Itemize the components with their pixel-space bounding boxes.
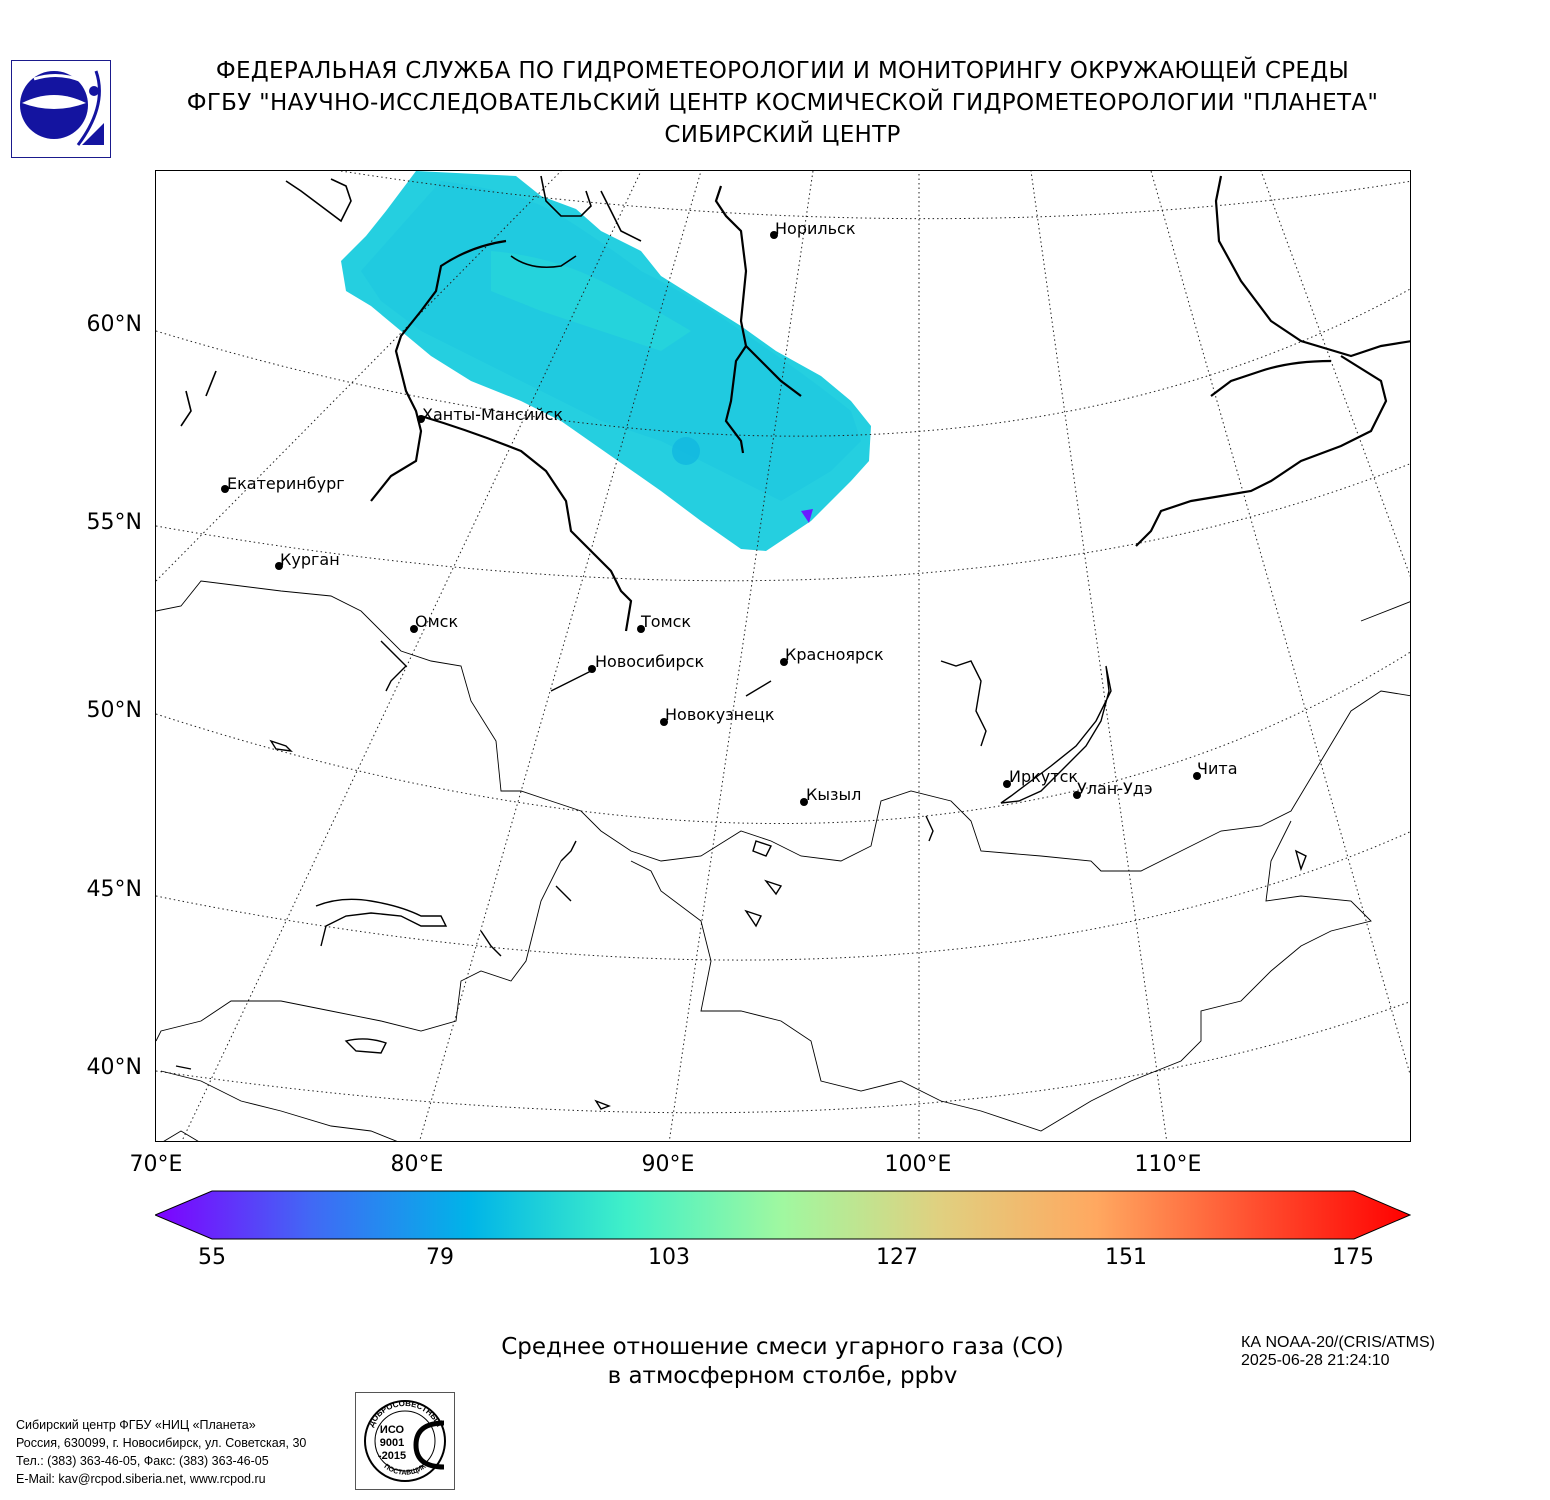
city-dot [221, 485, 229, 493]
lat-label-60: 60°N [86, 312, 142, 337]
lat-label-45: 45°N [86, 877, 142, 902]
city-dot [1193, 772, 1201, 780]
lon-label-90: 90°E [641, 1152, 695, 1177]
city-label-irkutsk: Иркутск [1009, 767, 1079, 786]
lon-label-70: 70°E [129, 1152, 183, 1177]
caption-line-1: Среднее отношение смеси угарного газа (C… [501, 1334, 1064, 1360]
lon-label-80: 80°E [390, 1152, 444, 1177]
city-label-kyzyl: Кызыл [806, 785, 862, 804]
caption-line-2: в атмосферном столбе, ppbv [607, 1363, 958, 1389]
colorbar-tick-127: 127 [876, 1245, 918, 1270]
footer-contacts: Сибирский центр ФГБУ «НИЦ «Планета» Росс… [16, 1416, 306, 1488]
city-dot [770, 231, 778, 239]
city-label-ulan-ude: Улан-Удэ [1077, 779, 1153, 798]
map-panel [155, 170, 1411, 1142]
iso-number: 9001 [380, 1437, 404, 1449]
colorbar-tick-151: 151 [1105, 1245, 1147, 1270]
city-label-krasnoyarsk: Красноярск [785, 645, 884, 664]
city-label-novosibirsk: Новосибирск [595, 652, 705, 671]
city-dot [417, 415, 425, 423]
satellite-info: КА NOAA-20/(CRIS/ATMS) 2025-06-28 21:24:… [1241, 1334, 1435, 1370]
city-dot [660, 718, 668, 726]
iso-bottom-text: ПОСТАВЩИК [383, 1463, 428, 1477]
city-dot [780, 658, 788, 666]
colorbar-tick-55: 55 [198, 1245, 226, 1270]
lon-label-110: 110°E [1134, 1152, 1202, 1177]
header-center: СИБИРСКИЙ ЦЕНТР [664, 122, 901, 148]
city-label-omsk: Омск [415, 612, 459, 631]
city-label-khanty-mansiysk: Ханты-Мансийск [422, 405, 564, 424]
header-agency: ФЕДЕРАЛЬНАЯ СЛУЖБА ПО ГИДРОМЕТЕОРОЛОГИИ … [215, 58, 1350, 84]
city-dot [1073, 791, 1081, 799]
colorbar-tick-79: 79 [426, 1245, 454, 1270]
city-dot [800, 798, 808, 806]
city-dot [588, 665, 596, 673]
city-label-novokuznetsk: Новокузнецк [665, 705, 775, 724]
planeta-logo [11, 60, 111, 158]
lat-label-55: 55°N [86, 510, 142, 535]
svg-text:ПОСТАВЩИК: ПОСТАВЩИК [383, 1463, 428, 1477]
footer-address: Россия, 630099, г. Новосибирск, ул. Сове… [16, 1436, 307, 1450]
city-label-kurgan: Курган [280, 550, 340, 569]
city-dot [1003, 780, 1011, 788]
city-label-yekaterinburg: Екатеринбург [227, 474, 345, 493]
lon-label-100: 100°E [884, 1152, 952, 1177]
map-caption: Среднее отношение смеси угарного газа (C… [330, 1333, 1235, 1391]
city-dot [410, 625, 418, 633]
colorbar [153, 1190, 1412, 1240]
lat-label-50: 50°N [86, 698, 142, 723]
colorbar-tick-103: 103 [648, 1245, 690, 1270]
iso-label: ИСО [380, 1424, 405, 1436]
city-label-chita: Чита [1197, 759, 1238, 778]
colorbar-tick-175: 175 [1332, 1245, 1374, 1270]
city-label-tomsk: Томск [641, 612, 692, 631]
footer-org: Сибирский центр ФГБУ «НИЦ «Планета» [16, 1418, 256, 1432]
map-canvas [156, 171, 1410, 1141]
city-dot [275, 562, 283, 570]
satellite-datetime: 2025-06-28 21:24:10 [1241, 1352, 1390, 1369]
footer-email: E-Mail: kav@rcpod.siberia.net, www.rcpod… [16, 1472, 266, 1486]
footer-phone: Тел.: (383) 363-46-05, Факс: (383) 363-4… [16, 1454, 269, 1468]
satellite-name: КА NOAA-20/(CRIS/ATMS) [1241, 1334, 1435, 1351]
header-institute: ФГБУ "НАУЧНО-ИССЛЕДОВАТЕЛЬСКИЙ ЦЕНТР КОС… [186, 90, 1379, 116]
iso-9001-badge: ДОБРОСОВЕСТНЫЙ ПОСТАВЩИК ИСО 9001 -2015 [355, 1392, 455, 1490]
city-label-norilsk: Норильск [775, 219, 856, 238]
lat-label-40: 40°N [86, 1055, 142, 1080]
city-dot [637, 625, 645, 633]
iso-year: -2015 [378, 1450, 406, 1462]
